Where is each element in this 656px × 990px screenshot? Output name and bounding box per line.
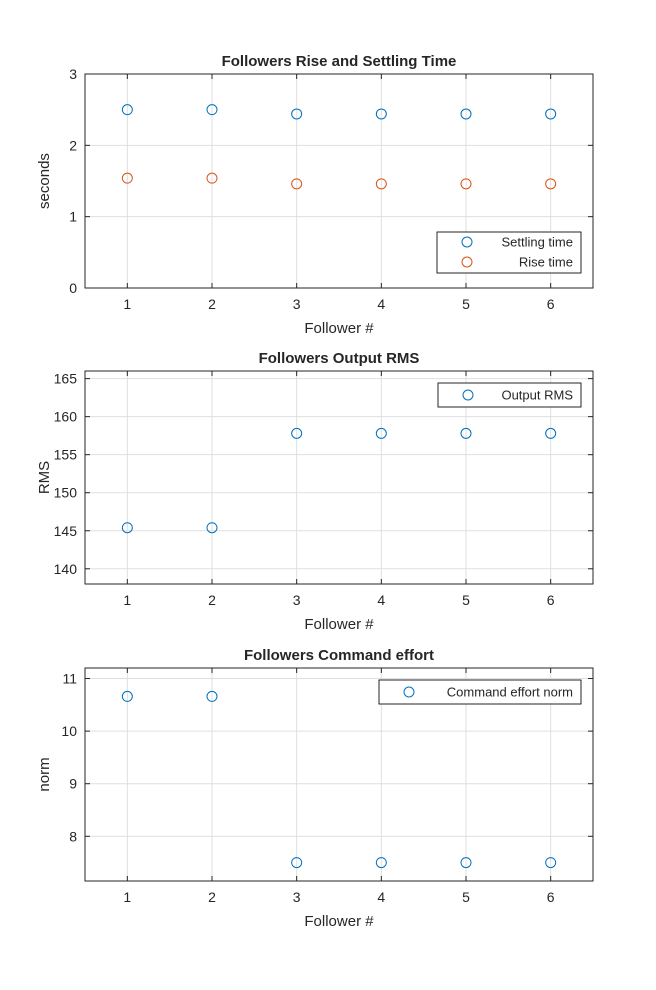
y-tick-label: 10	[61, 723, 77, 739]
x-axis-label: Follower #	[304, 913, 374, 930]
x-tick-label: 5	[462, 296, 470, 312]
data-point	[291, 108, 303, 120]
x-tick-label: 4	[377, 592, 385, 608]
x-axis-label: Follower #	[304, 616, 374, 633]
y-tick-label: 155	[54, 447, 78, 463]
legend: Settling time Rise time	[436, 231, 582, 274]
y-tick-label: 1	[69, 209, 77, 225]
x-tick-label: 5	[462, 592, 470, 608]
x-tick-label: 3	[293, 889, 301, 905]
data-point	[121, 172, 133, 184]
legend-entry-label: Settling time	[501, 235, 573, 250]
x-tick-label: 3	[293, 592, 301, 608]
x-tick-label: 6	[547, 592, 555, 608]
chart-title: Followers Rise and Settling Time	[222, 53, 457, 70]
y-axis-label: seconds	[36, 153, 53, 209]
x-tick-label: 2	[208, 296, 216, 312]
legend-entry-label: Output RMS	[501, 388, 573, 403]
y-tick-label: 150	[54, 485, 78, 501]
data-point	[375, 857, 387, 869]
x-tick-label: 1	[123, 592, 131, 608]
data-point	[545, 857, 557, 869]
legend-marker	[461, 236, 473, 248]
y-tick-label: 3	[69, 66, 77, 82]
y-tick-label: 8	[69, 828, 77, 844]
legend-entry-label: Command effort norm	[447, 685, 573, 700]
data-point	[121, 690, 133, 702]
x-tick-label: 2	[208, 889, 216, 905]
data-point	[460, 857, 472, 869]
y-tick-label: 11	[62, 671, 77, 687]
legend-entry-label: Rise time	[519, 255, 573, 270]
data-point	[460, 427, 472, 439]
y-tick-label: 140	[54, 561, 78, 577]
legend-marker	[461, 256, 473, 268]
x-tick-label: 6	[547, 296, 555, 312]
y-tick-label: 160	[54, 409, 78, 425]
x-tick-label: 1	[123, 889, 131, 905]
legend-box	[436, 231, 582, 274]
data-point	[460, 178, 472, 190]
axes-box	[84, 73, 594, 289]
data-point	[206, 522, 218, 534]
y-tick-label: 2	[69, 137, 77, 153]
data-point	[375, 178, 387, 190]
legend: Command effort norm	[378, 679, 582, 705]
data-point	[375, 108, 387, 120]
y-axis-label: RMS	[36, 461, 53, 494]
axes-box	[84, 370, 594, 585]
legend-marker	[403, 686, 415, 698]
legend-marker	[462, 389, 474, 401]
y-tick-label: 9	[69, 776, 77, 792]
x-tick-label: 6	[547, 889, 555, 905]
data-point	[206, 104, 218, 116]
x-tick-label: 1	[123, 296, 131, 312]
data-point	[121, 522, 133, 534]
data-point	[291, 857, 303, 869]
x-tick-label: 4	[377, 889, 385, 905]
data-point	[121, 104, 133, 116]
data-point	[375, 427, 387, 439]
x-tick-label: 5	[462, 889, 470, 905]
data-point	[291, 427, 303, 439]
chart-2: 1 2 3 4 5 6 140 145 150 155 160 165 Followers Output…	[36, 350, 594, 633]
data-point	[545, 178, 557, 190]
x-axis-label: Follower #	[304, 320, 374, 337]
y-tick-label: 165	[54, 371, 78, 387]
legend-box	[378, 679, 582, 705]
chart-3: 1 2 3 4 5 6 8 9 10 11 Followers Command effort Foll…	[36, 647, 594, 930]
y-axis-label: norm	[36, 757, 53, 791]
data-point	[291, 178, 303, 190]
axes-box	[84, 667, 594, 882]
legend: Output RMS	[437, 382, 582, 408]
x-tick-label: 4	[377, 296, 385, 312]
x-tick-label: 2	[208, 592, 216, 608]
data-point	[545, 108, 557, 120]
y-tick-label: 0	[69, 280, 77, 296]
chart-title: Followers Command effort	[244, 647, 434, 664]
data-point	[545, 427, 557, 439]
chart-1: 1 2 3 4 5 6 0 1 2 3 Followers Rise and Settling Ti…	[36, 53, 594, 337]
data-point	[206, 690, 218, 702]
data-point	[460, 108, 472, 120]
chart-title: Followers Output RMS	[259, 350, 420, 367]
x-tick-label: 3	[293, 296, 301, 312]
y-tick-label: 145	[54, 523, 78, 539]
legend-box	[437, 382, 582, 408]
data-point	[206, 172, 218, 184]
